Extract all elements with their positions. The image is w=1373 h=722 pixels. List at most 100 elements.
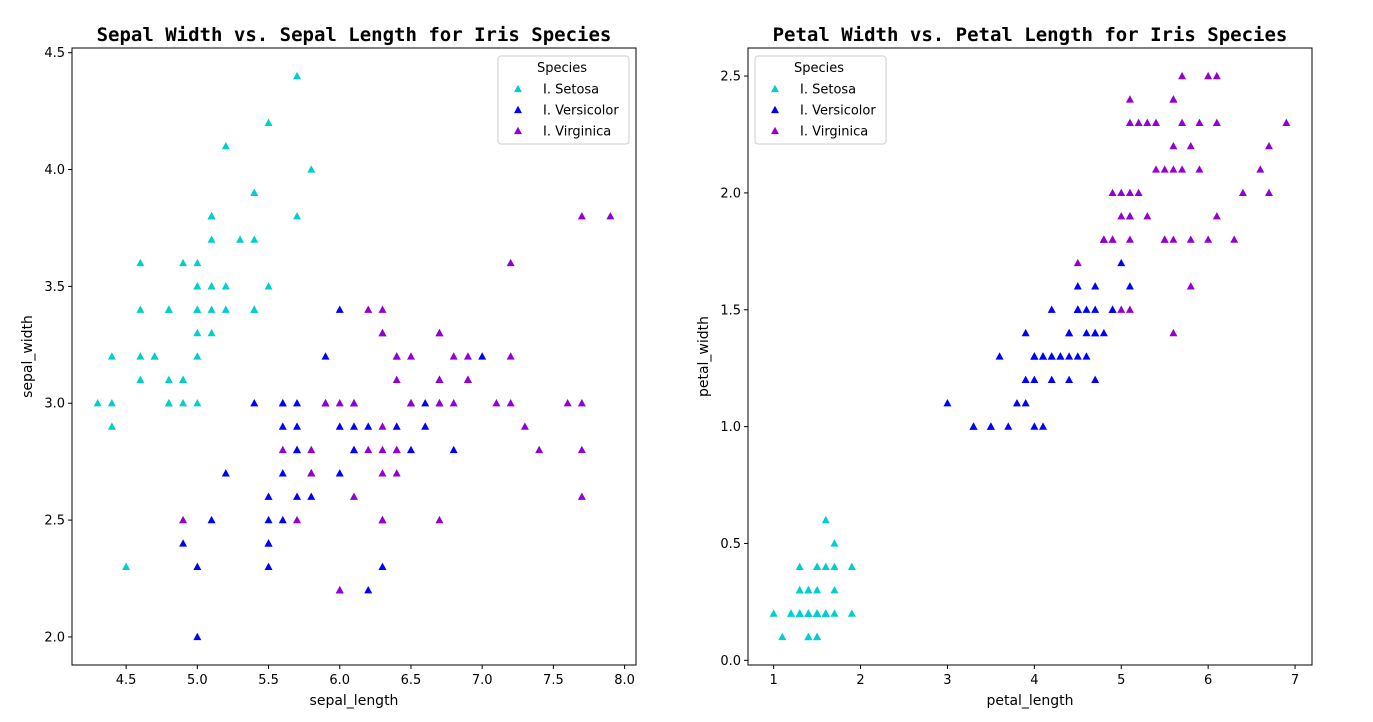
point-ivirginica [321, 399, 330, 407]
y-tick-label: 2.0 [720, 186, 741, 201]
legend-box [754, 55, 887, 145]
point-ivirginica [1178, 165, 1187, 173]
point-iversicolor [969, 422, 978, 430]
point-iversicolor [1030, 375, 1039, 384]
point-isetosa [795, 586, 804, 594]
point-isetosa [207, 235, 216, 243]
legend-label: I. Setosa [543, 83, 599, 98]
point-isetosa [830, 609, 839, 617]
point-isetosa [813, 609, 822, 617]
point-ivirginica [506, 352, 515, 360]
point-iversicolor [364, 422, 373, 430]
point-ivirginica [1282, 118, 1291, 126]
chart-title: Petal Width vs. Petal Length for Iris Sp… [773, 24, 1288, 46]
point-isetosa [136, 375, 145, 384]
data-points [93, 71, 615, 641]
point-ivirginica [1212, 71, 1221, 80]
point-iversicolor [378, 562, 387, 570]
legend-box [497, 55, 630, 145]
point-iversicolor [264, 515, 273, 524]
point-isetosa [813, 632, 822, 641]
point-ivirginica [577, 492, 586, 500]
y-tick-label: 0.5 [720, 537, 741, 552]
point-ivirginica [1108, 188, 1117, 197]
point-iversicolor [1082, 328, 1091, 337]
x-tick-label: 1 [769, 673, 777, 688]
y-axis-label: petal_width [696, 316, 712, 397]
point-isetosa [830, 562, 839, 570]
y-tick-label: 0.0 [720, 654, 741, 669]
point-ivirginica [1186, 235, 1195, 243]
y-axis-label: sepal_width [20, 315, 36, 398]
point-isetosa [122, 562, 131, 570]
point-ivirginica [535, 445, 544, 454]
point-iversicolor [1021, 399, 1030, 407]
plot-frame [747, 47, 1313, 666]
point-iversicolor [1047, 375, 1056, 384]
point-iversicolor [293, 422, 302, 430]
legend: Species I. Setosa I. Versicolor I. Virginic… [497, 55, 630, 145]
point-ivirginica [1073, 258, 1082, 267]
point-ivirginica [1152, 118, 1160, 126]
point-ivirginica [1169, 235, 1178, 243]
point-ivirginica [1125, 235, 1134, 243]
x-tick-label: 5.5 [258, 673, 279, 688]
point-ivirginica [1212, 212, 1221, 220]
point-isetosa [847, 609, 856, 617]
point-iversicolor [1047, 305, 1056, 313]
point-isetosa [813, 562, 822, 570]
point-isetosa [293, 212, 302, 220]
point-isetosa [804, 632, 813, 641]
point-iversicolor [995, 352, 1004, 360]
point-ivirginica [506, 258, 515, 267]
point-iversicolor [421, 422, 430, 430]
point-isetosa [193, 352, 202, 360]
x-tick-label: 8.0 [614, 673, 635, 688]
point-ivirginica [392, 352, 401, 360]
point-iversicolor [1099, 328, 1108, 337]
point-ivirginica [577, 445, 586, 454]
point-ivirginica [364, 445, 373, 454]
point-ivirginica [1169, 141, 1178, 150]
point-isetosa [164, 305, 173, 313]
point-isetosa [264, 118, 273, 126]
legend-label: I. Virginica [800, 125, 868, 140]
x-tick-label: 7.5 [543, 673, 564, 688]
point-iversicolor [1065, 375, 1074, 384]
point-iversicolor [1030, 422, 1039, 430]
point-iversicolor [943, 399, 952, 407]
point-ivirginica [463, 375, 472, 384]
plot-frame [71, 47, 637, 666]
point-ivirginica [378, 515, 387, 524]
x-tick-label: 7 [1291, 673, 1299, 688]
point-isetosa [207, 212, 216, 220]
chart-1: Sepal Width vs. Sepal Length for Iris Sp… [20, 24, 637, 709]
point-isetosa [264, 282, 273, 290]
legend: Species I. Setosa I. Versicolor I. Virginic… [754, 55, 887, 145]
point-isetosa [787, 609, 796, 617]
point-isetosa [795, 562, 804, 570]
point-ivirginica [1099, 235, 1108, 243]
point-iversicolor [1039, 422, 1048, 430]
legend-marker [514, 126, 522, 135]
point-ivirginica [1152, 165, 1160, 173]
point-iversicolor [250, 399, 259, 407]
data-points [769, 71, 1291, 641]
point-isetosa [804, 586, 813, 594]
chart-2: Petal Width vs. Petal Length for Iris Sp… [696, 24, 1313, 709]
point-isetosa [193, 328, 202, 337]
point-iversicolor [1125, 282, 1134, 290]
point-iversicolor [1065, 352, 1074, 360]
y-tick-label: 1.5 [720, 303, 741, 318]
point-ivirginica [1125, 95, 1134, 103]
point-ivirginica [577, 212, 586, 220]
point-ivirginica [1169, 165, 1178, 173]
point-iversicolor [350, 445, 358, 454]
point-ivirginica [307, 469, 316, 477]
point-ivirginica [1230, 235, 1239, 243]
point-ivirginica [1178, 71, 1187, 80]
point-iversicolor [1091, 328, 1100, 337]
x-tick-label: 6 [1204, 673, 1212, 688]
point-ivirginica [563, 399, 572, 407]
